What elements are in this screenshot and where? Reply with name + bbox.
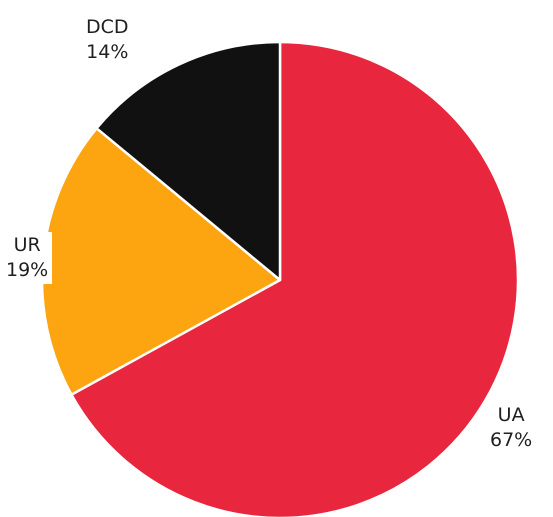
slice-label-ua-name: UA (497, 404, 525, 426)
slice-label-ua: UA 67% (486, 402, 537, 454)
pie-slice-ua (70, 40, 520, 517)
slice-label-ur: UR 19% (2, 232, 53, 284)
slice-label-ur-name: UR (13, 234, 41, 256)
slice-label-ua-percent: 67% (490, 429, 533, 451)
slice-label-dcd-percent: 14% (86, 41, 129, 63)
slice-label-dcd-name: DCD (86, 16, 129, 38)
pie-slices (40, 40, 520, 517)
pie-slice-dcd (95, 40, 282, 282)
slice-label-ur-percent: 19% (6, 259, 49, 281)
slice-label-dcd: DCD 14% (82, 14, 133, 66)
